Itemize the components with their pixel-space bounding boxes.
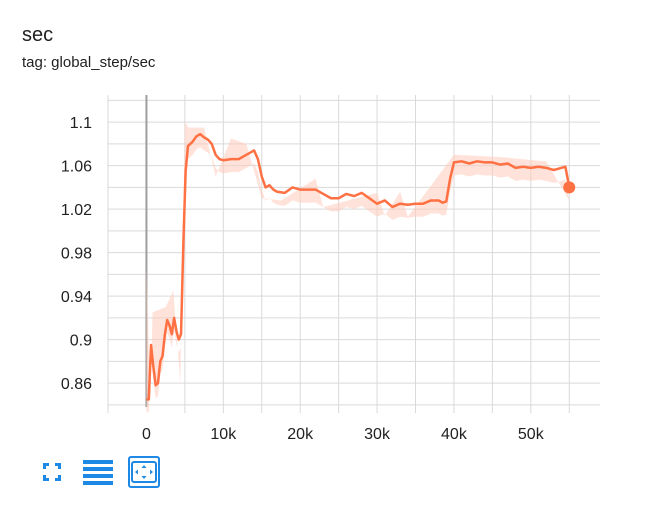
series-line — [146, 132, 571, 401]
y-tick-label: 1.06 — [61, 159, 92, 176]
fullscreen-button[interactable] — [36, 456, 68, 488]
x-tick-label: 40k — [441, 426, 468, 443]
x-tick-label: 50k — [518, 426, 545, 443]
y-tick-label: 0.94 — [61, 289, 92, 306]
x-tick-label: 10k — [210, 426, 237, 443]
y-tick-label: 0.98 — [61, 246, 92, 263]
fullscreen-icon — [43, 463, 61, 481]
y-tick-label: 1.1 — [70, 115, 92, 132]
chart-tag: tag: global_step/sec — [22, 54, 156, 71]
x-tick-label: 0 — [142, 426, 151, 443]
series-end-marker — [563, 181, 576, 194]
x-tick-label: 20k — [287, 426, 314, 443]
y-tick-label: 0.86 — [61, 376, 92, 393]
chart-toolbar — [36, 456, 174, 488]
fit-domain-button[interactable] — [128, 456, 160, 488]
y-tick-label: 1.02 — [61, 202, 92, 219]
menu-lines-icon — [83, 460, 113, 485]
fit-domain-icon — [131, 461, 157, 483]
line-chart[interactable]: 0.86 0.9 0.94 0.98 1.02 1.06 1.1 0 10k 20k 30k 40k 5… — [0, 0, 651, 450]
toggle-log-scale-button[interactable] — [82, 456, 114, 488]
chart-title: sec — [22, 24, 54, 46]
y-tick-label: 0.9 — [70, 333, 92, 350]
x-tick-label: 30k — [364, 426, 391, 443]
